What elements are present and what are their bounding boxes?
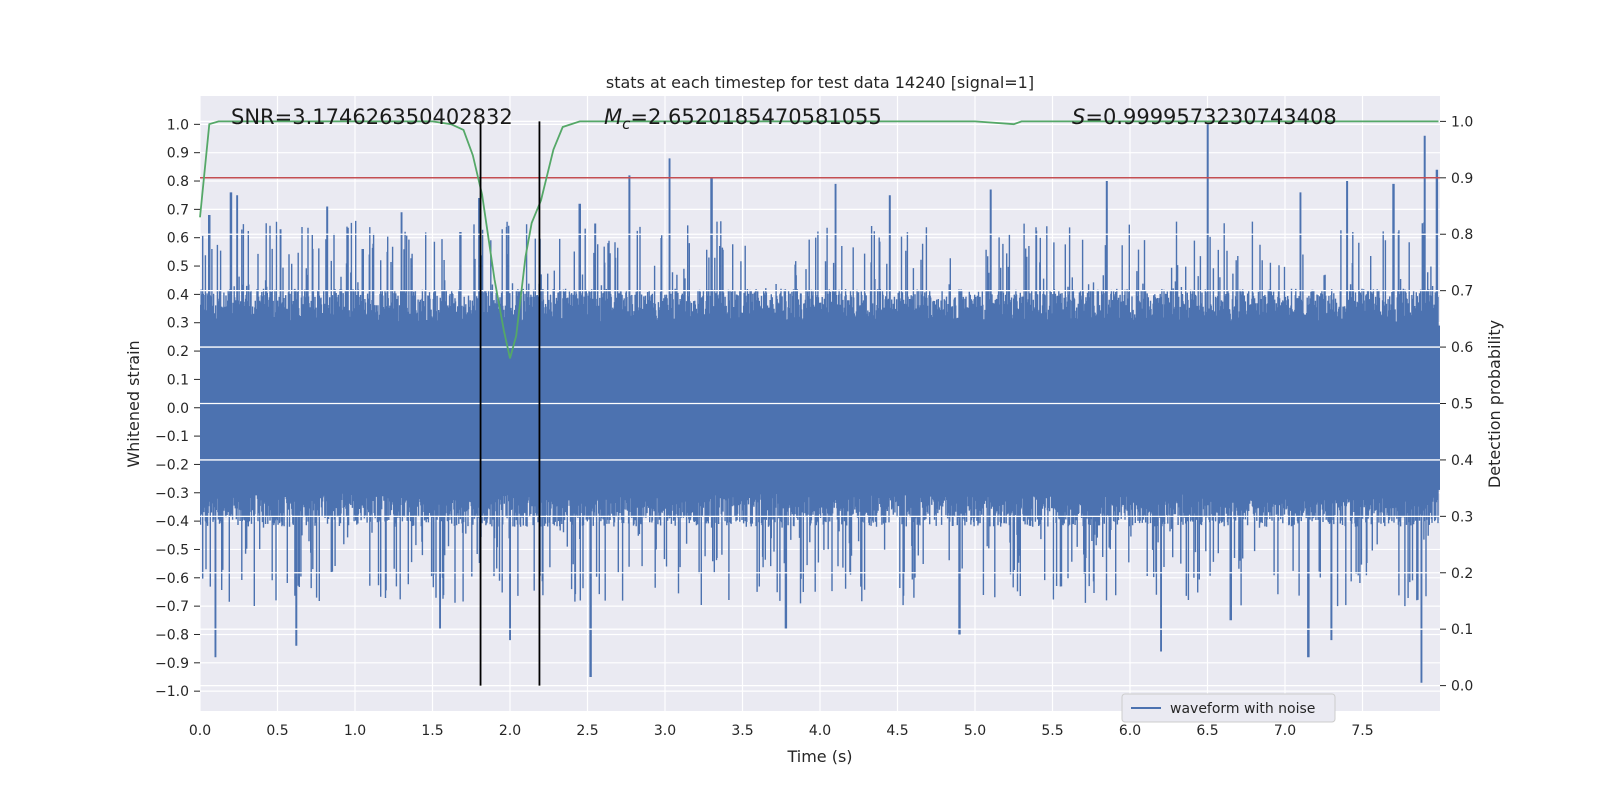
y-tick-label: −0.6 bbox=[155, 571, 189, 587]
y2-tick-label: 0.1 bbox=[1451, 622, 1473, 638]
y-tick-label: 0.8 bbox=[167, 174, 189, 190]
x-tick-label: 0.5 bbox=[266, 723, 288, 739]
snr-annotation: SNR=3.174626350402832 bbox=[231, 105, 513, 129]
chirp-mass-value: =2.6520185470581055 bbox=[630, 105, 881, 129]
y-tick-label: −0.3 bbox=[155, 486, 189, 502]
y2-tick-label: 0.5 bbox=[1451, 397, 1473, 413]
s-symbol: S bbox=[1072, 105, 1085, 129]
s-value: =0.9999573230743408 bbox=[1085, 105, 1336, 129]
y-tick-label: 0.6 bbox=[167, 231, 189, 247]
y2-tick-label: 0.3 bbox=[1451, 509, 1473, 525]
detection-probability-line bbox=[199, 120, 1439, 359]
x-tick-label: 2.5 bbox=[576, 723, 598, 739]
y2-axis-ticks: 1.0 0.9 0.8 0.7 0.6 0.5 0.4 0.3 0.2 0.1 0.0 bbox=[1440, 114, 1473, 695]
y2-axis-label: Detection probability bbox=[1485, 320, 1504, 488]
y-tick-label: 0.0 bbox=[167, 401, 189, 417]
y-tick-label: −0.1 bbox=[155, 429, 189, 445]
waveform-core bbox=[200, 325, 1440, 490]
x-tick-label: 6.0 bbox=[1119, 723, 1141, 739]
x-tick-label: 3.0 bbox=[654, 723, 676, 739]
y-axis-label: Whitened strain bbox=[124, 340, 143, 467]
x-tick-label: 5.0 bbox=[964, 723, 986, 739]
chirp-mass-subscript: c bbox=[622, 115, 631, 133]
x-axis-ticks: 0.0 0.5 1.0 1.5 2.0 2.5 3.0 3.5 4.0 4.5 5.0 5.5 6.0 6… bbox=[189, 723, 1374, 739]
y-tick-label: 0.9 bbox=[167, 146, 189, 162]
y2-tick-label: 0.0 bbox=[1451, 679, 1473, 695]
s-annotation: S=0.9999573230743408 bbox=[1072, 105, 1337, 129]
y2-tick-label: 0.4 bbox=[1451, 453, 1473, 469]
x-tick-label: 4.5 bbox=[886, 723, 908, 739]
y-tick-label: 0.2 bbox=[167, 344, 189, 360]
y-tick-label: 0.1 bbox=[167, 372, 189, 388]
x-tick-label: 4.0 bbox=[809, 723, 831, 739]
legend-box bbox=[1121, 693, 1336, 723]
x-tick-label: 7.0 bbox=[1274, 723, 1296, 739]
y2-tick-label: 0.8 bbox=[1451, 227, 1473, 243]
event-markers bbox=[479, 121, 541, 686]
y-tick-label: −0.4 bbox=[155, 514, 189, 530]
waveform-series bbox=[200, 124, 1440, 683]
y-axis-ticks: 1.0 0.9 0.8 0.7 0.6 0.5 0.4 0.3 0.2 0.1 0.0 −0.1 −0.… bbox=[155, 117, 200, 700]
x-tick-label: 6.5 bbox=[1196, 723, 1218, 739]
y-tick-label: −1.0 bbox=[155, 684, 189, 700]
y2-tick-label: 0.9 bbox=[1451, 171, 1473, 187]
y2-tick-label: 0.2 bbox=[1451, 566, 1473, 582]
x-tick-label: 1.0 bbox=[344, 723, 366, 739]
x-tick-label: 2.0 bbox=[499, 723, 521, 739]
x-tick-label: 7.5 bbox=[1351, 723, 1373, 739]
y-tick-label: 0.5 bbox=[167, 259, 189, 275]
chart-title: stats at each timestep for test data 142… bbox=[606, 73, 1034, 92]
y-tick-label: −0.7 bbox=[155, 599, 189, 615]
y-tick-label: 1.0 bbox=[167, 117, 189, 133]
y2-tick-label: 1.0 bbox=[1451, 114, 1473, 130]
y2-tick-label: 0.7 bbox=[1451, 284, 1473, 300]
chirp-mass-annotation: Mc=2.6520185470581055 bbox=[604, 105, 882, 133]
y-tick-label: −0.2 bbox=[155, 457, 189, 473]
y2-tick-label: 0.6 bbox=[1451, 340, 1473, 356]
x-tick-label: 3.5 bbox=[731, 723, 753, 739]
y-tick-label: −0.9 bbox=[155, 656, 189, 672]
y-tick-label: 0.3 bbox=[167, 316, 189, 332]
y-tick-label: −0.5 bbox=[155, 542, 189, 558]
x-tick-label: 0.0 bbox=[189, 723, 211, 739]
y-tick-label: 0.7 bbox=[167, 202, 189, 218]
y-tick-label: −0.8 bbox=[155, 627, 189, 643]
chirp-mass-symbol: M bbox=[604, 105, 622, 129]
legend: waveform with noise bbox=[1121, 693, 1336, 723]
y-tick-label: 0.4 bbox=[167, 287, 189, 303]
x-tick-label: 5.5 bbox=[1041, 723, 1063, 739]
x-tick-label: 1.5 bbox=[421, 723, 443, 739]
legend-label: waveform with noise bbox=[1170, 701, 1315, 717]
x-axis-label: Time (s) bbox=[786, 747, 852, 766]
